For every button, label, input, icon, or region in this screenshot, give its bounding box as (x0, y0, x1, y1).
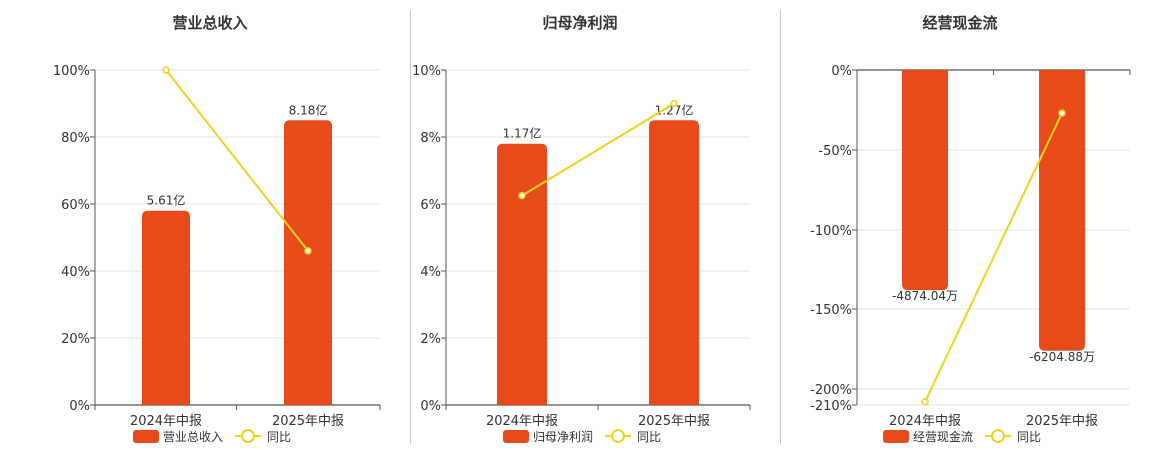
bar (649, 120, 699, 405)
chart-title: 营业总收入 (172, 14, 247, 32)
x-tick-label: 2025年中报 (638, 414, 710, 429)
line-point (304, 247, 312, 255)
bar (1039, 70, 1085, 351)
legend-label: 归母净利润 (533, 430, 593, 444)
y-tick-label: 10% (412, 64, 441, 79)
chart-title: 归母净利润 (542, 14, 617, 32)
data-label: 8.18亿 (289, 102, 328, 117)
y-tick-label: 80% (61, 131, 90, 146)
y-tick-label: 8% (420, 131, 441, 146)
panel-divider (780, 10, 781, 444)
y-tick-label: 0% (831, 64, 852, 79)
data-label: -4874.04万 (892, 289, 958, 303)
line-point (518, 191, 526, 200)
series-line (924, 112, 1063, 403)
y-tick-label: -50% (818, 144, 852, 159)
legend-label: 同比 (1017, 430, 1041, 444)
y-tick-label: 20% (61, 332, 90, 347)
y-tick-label: 100% (53, 64, 90, 79)
y-tick-label: -210% (810, 399, 852, 414)
legend-label: 经营现金流 (913, 429, 973, 444)
line-point (1058, 109, 1066, 117)
data-label: 1.17亿 (503, 126, 542, 141)
legend-label: 同比 (267, 430, 291, 444)
legend-line-marker (241, 429, 255, 443)
series-line (165, 69, 309, 252)
y-tick-label: 40% (61, 265, 90, 280)
legend-label: 营业总收入 (163, 430, 223, 444)
chart-title: 经营现金流 (922, 14, 997, 32)
line-point (670, 99, 678, 108)
x-tick-label: 2025年中报 (272, 414, 344, 429)
bar (902, 70, 948, 291)
y-tick-label: -150% (810, 303, 852, 318)
bar (142, 210, 190, 405)
line-point (162, 66, 170, 74)
y-tick-label: -200% (810, 383, 852, 398)
legend-line-marker (991, 429, 1005, 443)
legend-bar-swatch (133, 430, 159, 443)
y-tick-label: 60% (61, 198, 90, 213)
data-label: -6204.88万 (1029, 350, 1095, 364)
series-line (521, 102, 675, 197)
legend-bar-swatch (503, 430, 529, 443)
legend-label: 同比 (637, 430, 661, 444)
data-label: 5.61亿 (147, 193, 186, 208)
bar (284, 120, 332, 405)
legend-line-marker (611, 429, 625, 443)
y-tick-label: 6% (420, 198, 441, 213)
y-tick-label: 0% (420, 399, 441, 414)
y-tick-label: 0% (69, 399, 90, 414)
x-tick-label: 2024年中报 (889, 414, 961, 429)
x-tick-label: 2024年中报 (130, 414, 202, 429)
x-tick-label: 2025年中报 (1026, 414, 1098, 429)
x-tick-label: 2024年中报 (486, 414, 558, 429)
y-tick-label: 4% (420, 265, 441, 280)
y-tick-label: 2% (420, 332, 441, 347)
bar (497, 143, 547, 405)
line-point (921, 398, 929, 406)
data-label: 1.27亿 (655, 102, 694, 117)
y-tick-label: -100% (810, 224, 852, 239)
panel-divider (410, 10, 411, 444)
legend-bar-swatch (883, 430, 909, 443)
